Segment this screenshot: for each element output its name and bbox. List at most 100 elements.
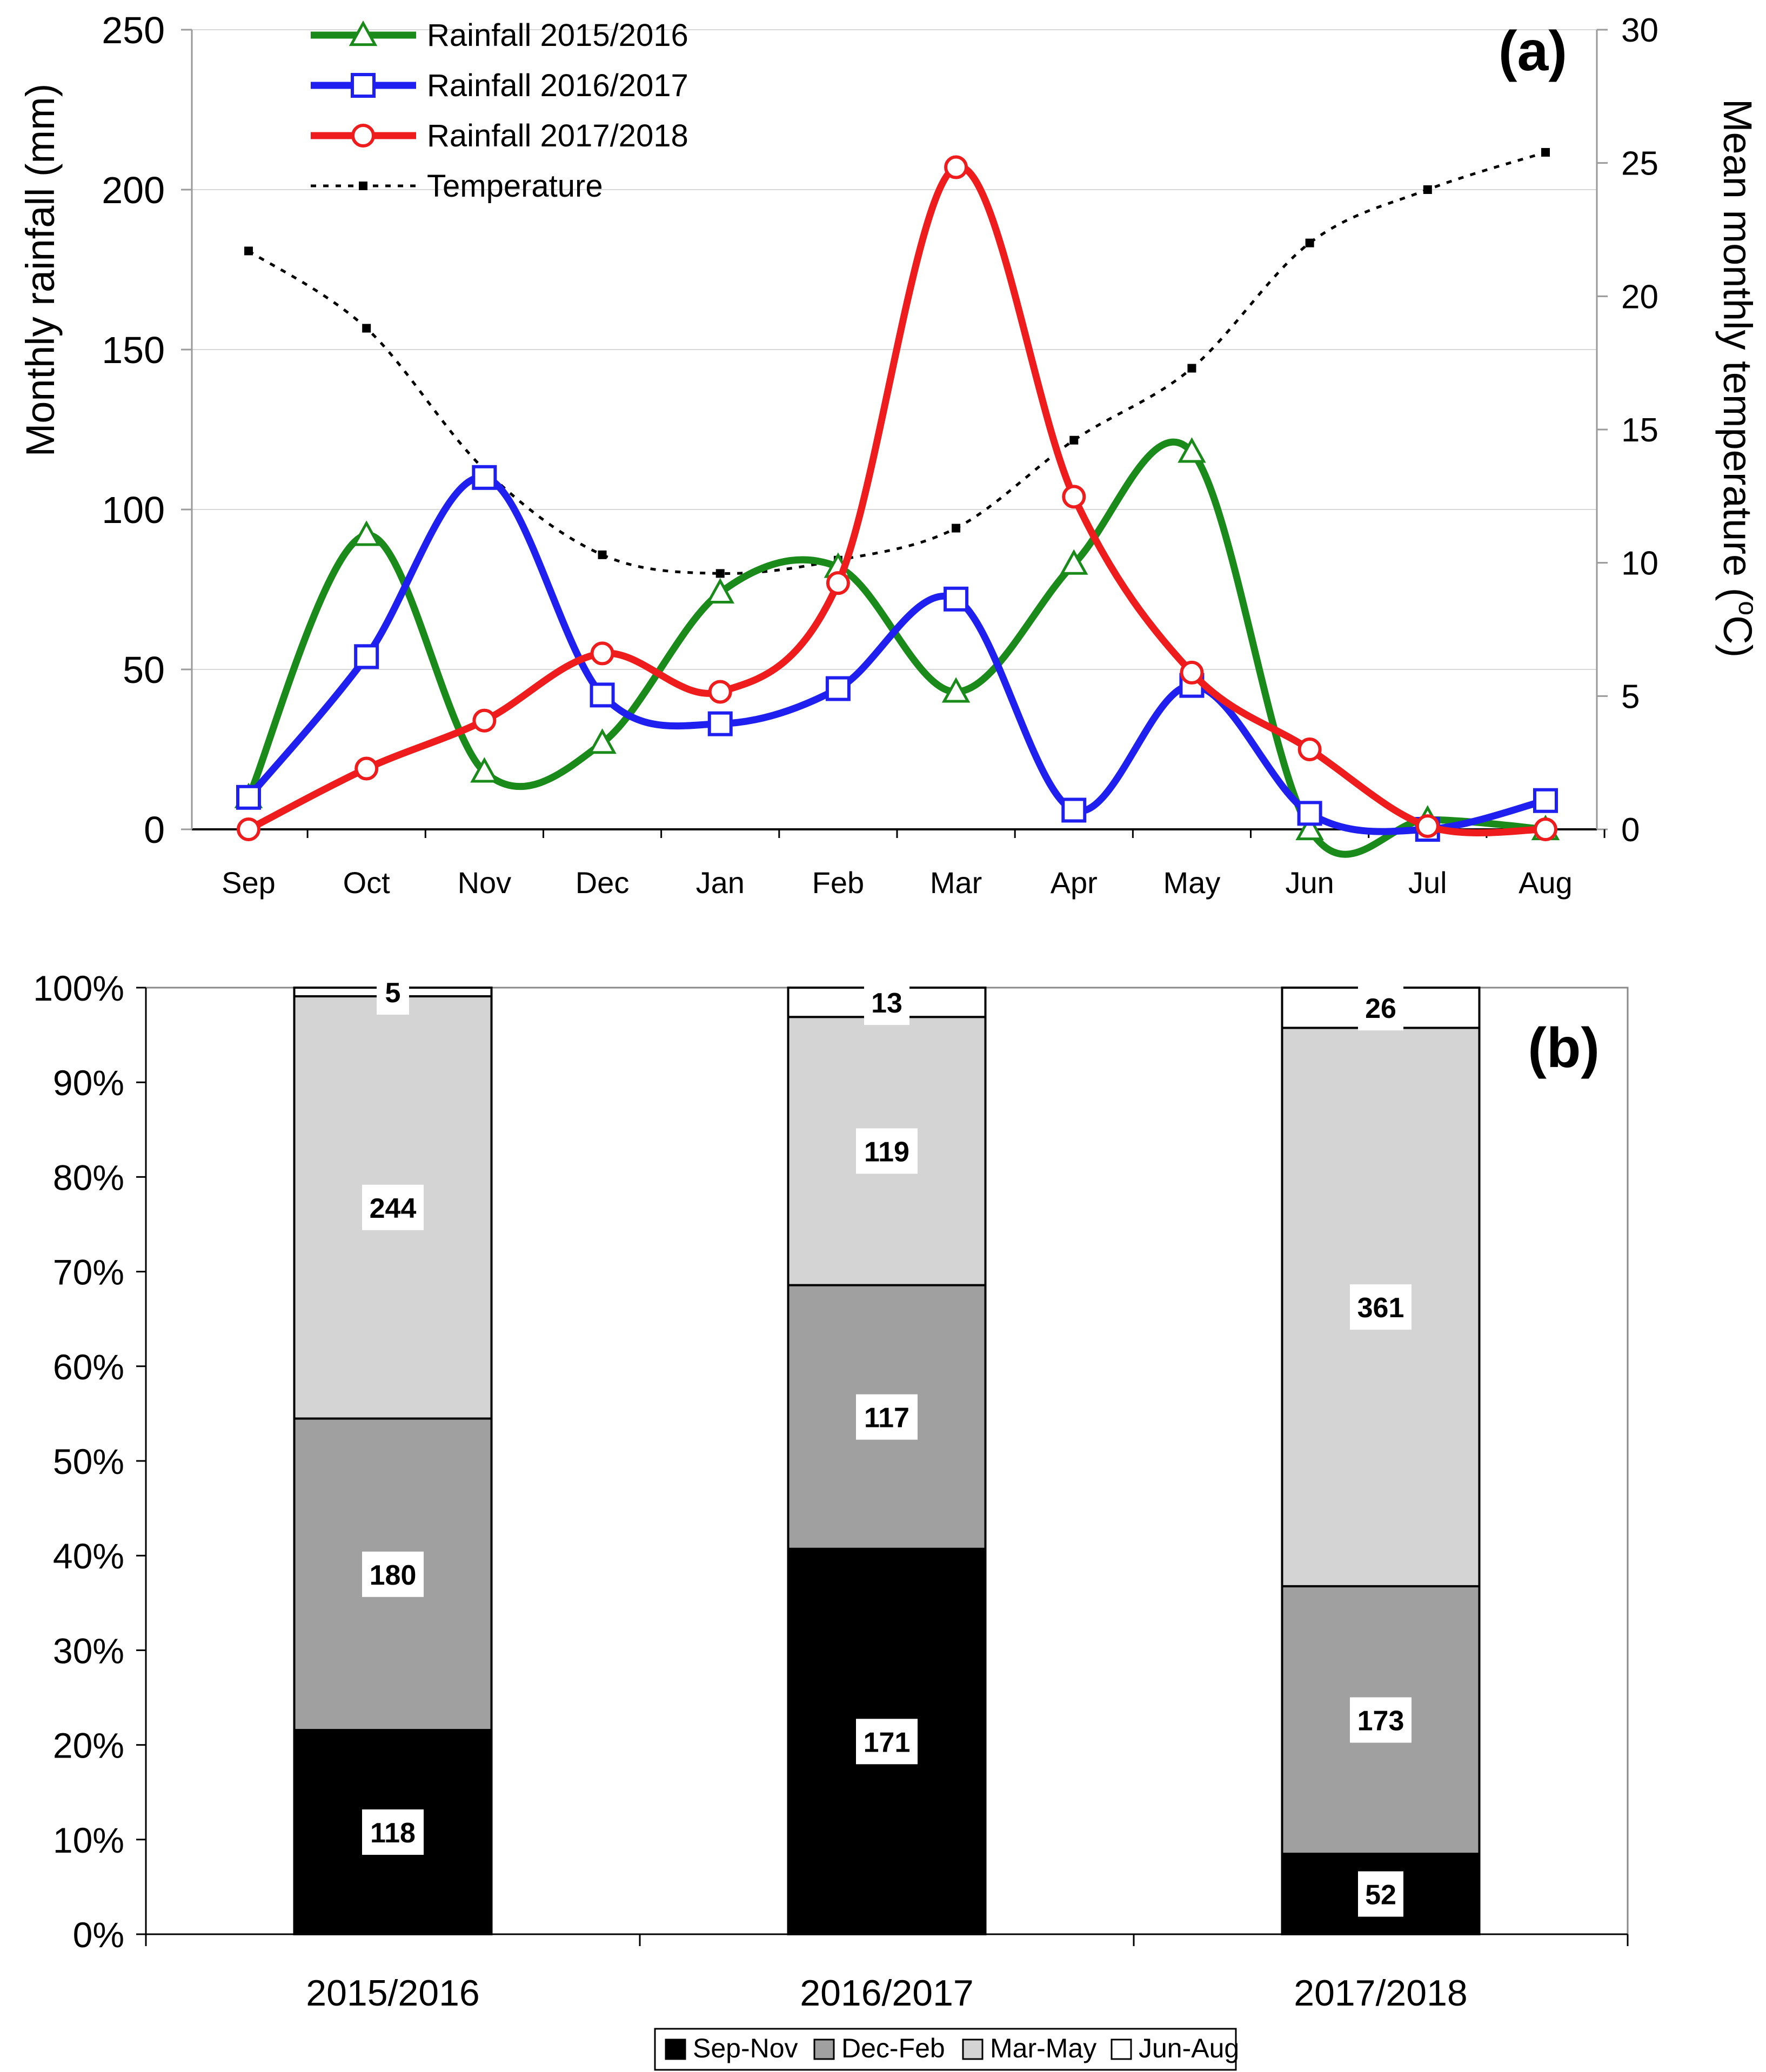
legend-item-sep-nov: Sep-Nov bbox=[665, 2033, 798, 2063]
data-point-rainfall-2016-2017-oct bbox=[354, 644, 379, 669]
data-point-rainfall-2015-2016-dec bbox=[588, 728, 617, 754]
legend-frame bbox=[654, 2028, 1237, 2071]
panel-a-right-axis-label: Mean monthly temperature (oC) bbox=[1715, 99, 1762, 658]
data-label-2016-2017-mar-may: 119 bbox=[864, 1136, 909, 1168]
panel-a-right-tick-label: 30 bbox=[1621, 12, 1658, 49]
data-point-rainfall-2017-2018-jan bbox=[708, 680, 732, 704]
panel-a-x-tick-label: Dec bbox=[576, 866, 630, 900]
panel-b-y-tick-label: 40% bbox=[53, 1536, 124, 1576]
bar-segment-2016-2017-sep-nov bbox=[787, 1547, 987, 1936]
bar-stack-2017-2018: 52 173 361 26 bbox=[1281, 985, 1481, 1935]
data-point-rainfall-2017-2018-oct bbox=[354, 756, 379, 781]
data-point-rainfall-2017-2018-apr bbox=[1062, 485, 1086, 509]
panel-a-left-tick-label: 50 bbox=[123, 649, 165, 691]
legend-label: Dec-Feb bbox=[841, 2033, 945, 2063]
panel-a-left-tick-label: 250 bbox=[102, 9, 165, 51]
data-point-rainfall-2017-2018-may bbox=[1180, 660, 1204, 685]
data-label-box bbox=[864, 980, 909, 1025]
data-point-rainfall-2017-2018-jul bbox=[1415, 814, 1440, 839]
data-point-temperature-mar bbox=[952, 524, 961, 533]
legend-swatch bbox=[813, 2039, 835, 2060]
legend-item-rainfall-2015-2016: Rainfall 2015/2016 bbox=[311, 18, 688, 53]
data-point-rainfall-2017-2018-aug bbox=[1534, 817, 1557, 841]
panel-b-stacked-bar-chart: 0% 10% 20% 30% 40% 50% 60% 70% 80% 90% 100% 118 180… bbox=[33, 968, 1629, 2071]
data-point-rainfall-2016-2017-aug bbox=[1533, 788, 1558, 813]
legend-item-jun-aug: Jun-Aug bbox=[1111, 2033, 1239, 2063]
panel-a-left-tick-label: 0 bbox=[144, 809, 165, 851]
legend-label: Rainfall 2017/2018 bbox=[427, 118, 688, 153]
data-label-2016-2017-dec-feb: 117 bbox=[864, 1403, 909, 1434]
panel-a-right-tick-labels: 0 5 10 15 20 25 30 bbox=[1597, 12, 1658, 849]
data-point-temperature-aug bbox=[1541, 147, 1550, 157]
panel-a-left-tick-label: 100 bbox=[102, 489, 165, 531]
panel-a-right-tick-label: 0 bbox=[1621, 812, 1640, 849]
legend-marker bbox=[359, 182, 367, 190]
panel-a-y-axis-label: Monthly rainfall (mm) bbox=[18, 84, 63, 457]
panel-a-x-tick-label: Feb bbox=[812, 866, 865, 900]
panel-a-x-tick-label: Aug bbox=[1519, 866, 1573, 900]
bar-stack-2016-2017: 171 117 119 13 bbox=[787, 980, 987, 1936]
data-label-box bbox=[1350, 1284, 1412, 1330]
panel-a-x-tick-label: Apr bbox=[1051, 866, 1098, 900]
panel-a-x-tick-labels: Sep Oct Nov Dec Jan Feb Mar Apr May Jun Jul Aug bbox=[222, 829, 1606, 900]
panel-a-x-tick-label: Mar bbox=[930, 866, 982, 900]
data-point-rainfall-2015-2016-may bbox=[1178, 437, 1206, 463]
data-point-rainfall-2017-2018-mar bbox=[944, 155, 968, 179]
data-label-2015-2016-sep-nov: 118 bbox=[370, 1818, 416, 1849]
data-label-box bbox=[362, 1551, 424, 1597]
panel-a-line-chart: 0 50 100 150 200 250 0 5 10 15 20 25 30 Sep Oct Nov De… bbox=[18, 9, 1762, 900]
panel-a-left-tick-label: 150 bbox=[102, 329, 165, 371]
panel-a-x-tick-label: Sep bbox=[222, 866, 276, 900]
data-point-temperature-apr bbox=[1069, 435, 1079, 445]
panel-a-right-tick-label: 20 bbox=[1621, 278, 1658, 316]
data-label-box bbox=[856, 1719, 918, 1765]
data-point-temperature-oct bbox=[362, 324, 371, 333]
data-point-rainfall-2015-2016-oct bbox=[352, 520, 381, 546]
data-label-2017-2018-mar-may: 361 bbox=[1357, 1292, 1404, 1324]
panel-a-x-tick-label: Oct bbox=[343, 866, 391, 900]
data-point-rainfall-2016-2017-mar bbox=[944, 586, 969, 612]
panel-b-y-tick-label: 90% bbox=[53, 1063, 124, 1103]
series-temperature bbox=[244, 147, 1550, 578]
bar-stack-2015-2016: 118 180 244 5 bbox=[293, 969, 493, 1936]
panel-b-label: (b) bbox=[1528, 1017, 1600, 1079]
data-point-rainfall-2015-2016-nov bbox=[470, 757, 499, 783]
legend-label: Mar-May bbox=[990, 2033, 1096, 2063]
data-label-box bbox=[856, 1128, 918, 1174]
panel-b-x-tick-labels: 2015/2016 2016/2017 2017/2018 bbox=[145, 1934, 1629, 2014]
data-point-rainfall-2016-2017-nov bbox=[472, 465, 497, 490]
panel-b-x-tick-label: 2015/2016 bbox=[306, 1973, 479, 2014]
panel-a-right-tick-label: 10 bbox=[1621, 545, 1658, 582]
data-point-rainfall-2017-2018-jun bbox=[1297, 737, 1322, 761]
legend-swatch bbox=[1111, 2039, 1132, 2060]
data-point-rainfall-2015-2016-jan bbox=[706, 578, 734, 604]
panel-b-y-tick-label: 60% bbox=[53, 1347, 124, 1387]
data-point-temperature-sep bbox=[244, 246, 253, 256]
panel-b-bars: 118 180 244 5 171 117 119 13 52 173 361 26 bbox=[293, 969, 1481, 1936]
panel-a-x-tick-label: Nov bbox=[458, 866, 512, 900]
data-point-rainfall-2015-2016-mar bbox=[941, 677, 971, 703]
data-label-box bbox=[1358, 1871, 1403, 1917]
legend-item-dec-feb: Dec-Feb bbox=[813, 2033, 945, 2063]
panel-b-y-tick-label: 70% bbox=[53, 1252, 124, 1292]
panel-b-y-tick-label: 100% bbox=[33, 968, 124, 1008]
data-point-temperature-jan bbox=[715, 569, 725, 578]
panel-b-y-tick-label: 0% bbox=[73, 1915, 124, 1955]
data-point-rainfall-2015-2016-apr bbox=[1060, 549, 1088, 575]
panel-b-y-tick-label: 30% bbox=[53, 1631, 124, 1671]
panel-a-left-tick-label: 200 bbox=[102, 169, 165, 211]
panel-a-x-tick-label: Jun bbox=[1285, 866, 1334, 900]
data-point-rainfall-2017-2018-sep bbox=[237, 817, 260, 841]
panel-b-y-tick-label: 10% bbox=[53, 1820, 124, 1860]
data-point-temperature-jul bbox=[1423, 185, 1432, 194]
series-rainfall-2016-2017 bbox=[236, 465, 1558, 842]
data-label-box bbox=[362, 1184, 424, 1230]
panel-a-label: (a) bbox=[1499, 20, 1567, 83]
panel-b-y-tick-labels: 0% 10% 20% 30% 40% 50% 60% 70% 80% 90% 100% bbox=[33, 968, 146, 1955]
legend-label: Sep-Nov bbox=[693, 2033, 798, 2063]
data-point-rainfall-2016-2017-jan bbox=[707, 711, 733, 736]
legend-marker bbox=[349, 20, 378, 46]
legend-item-rainfall-2017-2018: Rainfall 2017/2018 bbox=[311, 118, 688, 153]
legend-label: Rainfall 2016/2017 bbox=[427, 68, 688, 103]
panel-a-left-tick-labels: 0 50 100 150 200 250 bbox=[102, 9, 192, 851]
